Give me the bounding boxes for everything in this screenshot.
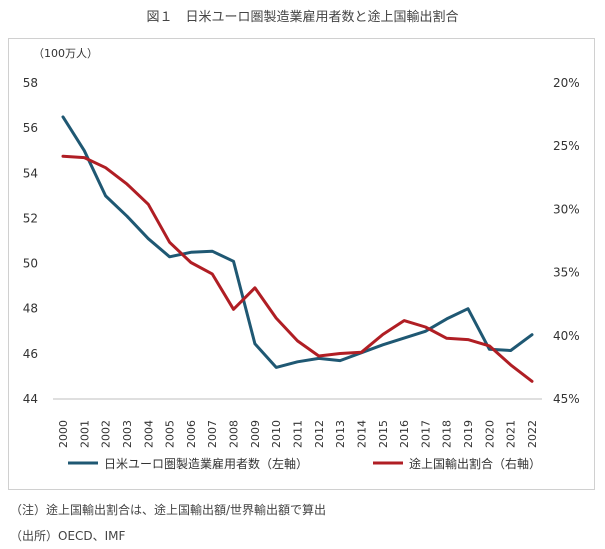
x-tick-label: 2010 xyxy=(270,420,283,448)
left-axis-unit: （100万人） xyxy=(33,47,98,60)
x-tick-label: 2021 xyxy=(505,420,518,448)
x-tick-label: 2019 xyxy=(462,420,475,448)
legend-label: 日米ユーロ圏製造業雇用者数（左軸） xyxy=(104,456,308,471)
left-tick-label: 52 xyxy=(23,211,38,225)
x-tick-label: 2013 xyxy=(334,420,347,448)
x-tick-label: 2001 xyxy=(78,420,91,448)
employment-series-line xyxy=(61,115,534,369)
x-tick-label: 2020 xyxy=(483,420,496,448)
x-tick-label: 2005 xyxy=(164,420,177,448)
right-tick-label: 25% xyxy=(553,139,580,153)
left-tick-label: 48 xyxy=(23,302,38,316)
x-tick-label: 2006 xyxy=(185,420,198,448)
chart-frame xyxy=(8,38,595,490)
x-tick-label: 2008 xyxy=(228,420,241,448)
legend: 日米ユーロ圏製造業雇用者数（左軸） 途上国輸出割合（右軸） xyxy=(68,456,541,471)
x-tick-label: 2000 xyxy=(57,420,70,448)
right-tick-label: 40% xyxy=(553,329,580,343)
x-tick-label: 2004 xyxy=(142,420,155,448)
x-tick-label: 2003 xyxy=(121,420,134,448)
legend-label: 途上国輸出割合（右軸） xyxy=(409,456,541,471)
x-tick-label: 2007 xyxy=(206,420,219,448)
source-text: （出所）OECD、IMF xyxy=(10,529,126,543)
export-share-series-line xyxy=(61,154,534,383)
note-text: （注）途上国輸出割合は、途上国輸出額/世界輸出額で算出 xyxy=(10,503,327,517)
left-tick-label: 44 xyxy=(23,392,38,406)
chart-title: 図１ 日米ユーロ圏製造業雇用者数と途上国輸出割合 xyxy=(146,10,459,25)
left-tick-label: 58 xyxy=(23,76,38,90)
right-tick-label: 30% xyxy=(553,202,580,216)
x-tick-label: 2017 xyxy=(419,420,432,448)
left-tick-label: 50 xyxy=(23,257,38,271)
x-tick-label: 2015 xyxy=(377,420,390,448)
left-tick-label: 54 xyxy=(23,166,38,180)
right-tick-label: 35% xyxy=(553,266,580,280)
left-tick-label: 56 xyxy=(23,121,38,135)
right-tick-label: 45% xyxy=(553,392,580,406)
x-tick-label: 2016 xyxy=(398,420,411,448)
x-tick-label: 2011 xyxy=(292,420,305,448)
left-tick-label: 46 xyxy=(23,347,38,361)
x-tick-label: 2022 xyxy=(526,420,539,448)
series-lines xyxy=(61,115,534,383)
x-tick-label: 2002 xyxy=(100,420,113,448)
axes: 44 46 48 50 52 54 56 58 20% 25% 30% 35% 40% 45% 2000 20… xyxy=(23,76,580,448)
x-tick-label: 2018 xyxy=(441,420,454,448)
x-tick-label: 2012 xyxy=(313,420,326,448)
x-tick-label: 2014 xyxy=(355,420,368,448)
right-tick-label: 20% xyxy=(553,76,580,90)
x-tick-label: 2009 xyxy=(249,420,262,448)
